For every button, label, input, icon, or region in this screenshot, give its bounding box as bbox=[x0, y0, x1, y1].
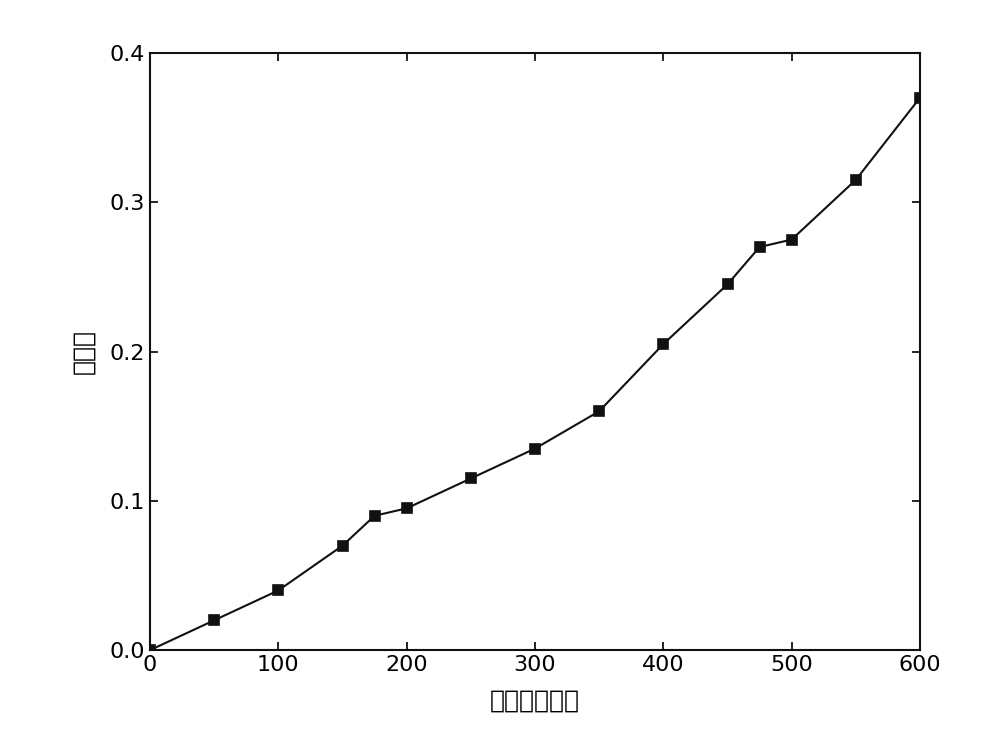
X-axis label: 时间（分钟）: 时间（分钟） bbox=[490, 689, 580, 713]
Y-axis label: 降解率: 降解率 bbox=[72, 329, 96, 374]
